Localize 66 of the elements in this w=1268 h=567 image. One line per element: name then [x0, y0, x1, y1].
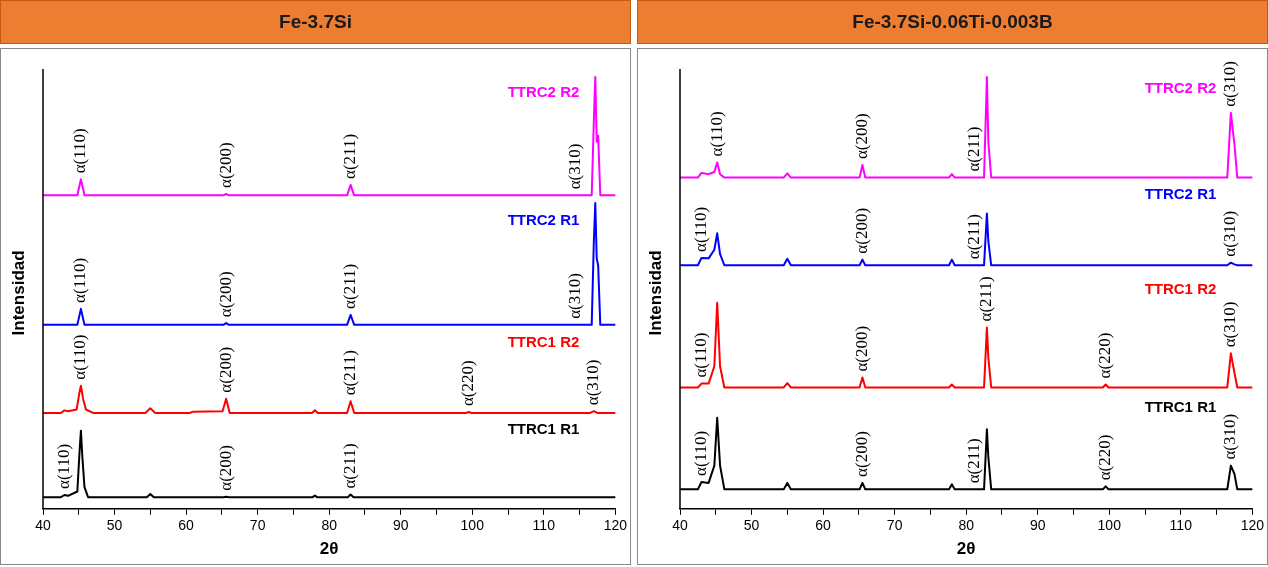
- x-tick-label: 40: [35, 517, 51, 534]
- x-axis-title: 2θ: [956, 539, 976, 559]
- x-tick-label: 90: [392, 517, 409, 534]
- x-tick-label: 110: [1169, 517, 1193, 534]
- text: TTRC1 R2: [1144, 279, 1217, 297]
- x-tick-label: 40: [672, 517, 688, 534]
- x-tick-label: 100: [460, 517, 485, 534]
- annotation: α(310): [1220, 61, 1240, 107]
- text: TTRC1 R1: [1144, 397, 1217, 415]
- series-label: TTRC2 R2: [1144, 79, 1217, 97]
- annotation: α(200): [851, 207, 871, 254]
- annotation: α(310): [1220, 301, 1240, 348]
- annotation: α(220): [1095, 332, 1115, 379]
- x-tick-label: 110: [532, 517, 556, 534]
- annotation: α(211): [340, 350, 360, 396]
- y-axis-title: Intensidad: [645, 250, 665, 336]
- annotation: α(200): [215, 271, 235, 318]
- annotation: α(211): [340, 133, 360, 179]
- x-tick-label: 100: [1097, 517, 1122, 534]
- annotation: α(220): [1095, 434, 1115, 481]
- x-tick-label: 90: [1029, 517, 1046, 534]
- annotation: α(200): [215, 142, 235, 189]
- x-tick-label: 70: [249, 517, 266, 534]
- annotation: α(220): [458, 360, 478, 407]
- annotation: α(310): [1220, 210, 1240, 257]
- chart-title: Fe-3.7Si-0.06Ti-0.003B: [637, 0, 1268, 44]
- annotation: α(211): [340, 443, 360, 489]
- annotation: α(310): [565, 143, 585, 190]
- annotation: α(200): [851, 113, 871, 160]
- y-axis-title: Intensidad: [8, 250, 28, 336]
- annotation: α(200): [215, 444, 235, 491]
- x-tick-label: 50: [106, 517, 123, 534]
- annotation: α(110): [53, 443, 73, 489]
- x-tick-label: 60: [815, 517, 832, 534]
- series-label: TTRC2 R2: [507, 82, 580, 100]
- x-tick-label: 80: [321, 517, 338, 534]
- x-tick-label: 80: [958, 517, 975, 534]
- x-tick-label: 70: [886, 517, 903, 534]
- annotation: α(211): [340, 263, 360, 309]
- annotation: α(200): [851, 325, 871, 372]
- annotation: α(110): [706, 111, 726, 157]
- x-tick-label: 120: [603, 517, 628, 534]
- annotation: α(200): [851, 431, 871, 477]
- text: TTRC1 R1: [507, 419, 580, 437]
- annotation: α(110): [70, 257, 90, 303]
- x-tick-label: 50: [743, 517, 760, 534]
- annotation: α(211): [964, 214, 984, 260]
- chart-title: Fe-3.7Si: [0, 0, 631, 44]
- annotation: α(110): [70, 128, 90, 174]
- annotation: α(310): [565, 273, 585, 319]
- annotation: α(310): [583, 359, 603, 406]
- x-tick-label: 120: [1240, 517, 1265, 534]
- text: TTRC2 R1: [1144, 185, 1217, 203]
- annotation: α(211): [964, 126, 984, 172]
- annotation: α(110): [690, 332, 710, 378]
- annotation: α(110): [690, 206, 710, 252]
- annotation: α(110): [70, 334, 90, 380]
- text: TTRC1 R2: [507, 332, 580, 350]
- annotation: α(200): [215, 346, 235, 393]
- x-tick-label: 60: [178, 517, 195, 534]
- x-axis-title: 2θ: [319, 539, 339, 559]
- series-label: TTRC2 R1: [507, 211, 580, 229]
- annotation: α(211): [976, 276, 996, 322]
- annotation: α(110): [690, 430, 710, 477]
- annotation: α(310): [1220, 413, 1240, 460]
- annotation: α(211): [964, 438, 984, 484]
